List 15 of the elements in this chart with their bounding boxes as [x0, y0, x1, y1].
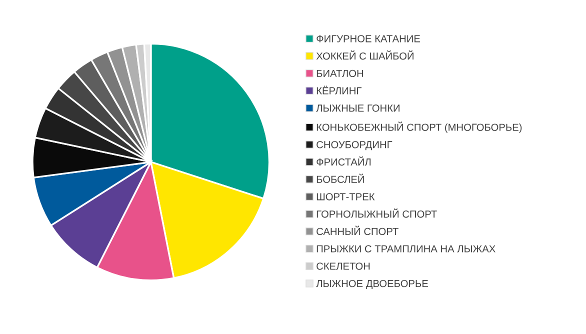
legend-label: КОНЬКОБЕЖНЫЙ СПОРТ (МНОГОБОРЬЕ): [316, 122, 522, 133]
legend-label: СНОУБОРДИНГ: [316, 141, 392, 150]
legend-label: ЛЫЖНЫЕ ГОНКИ: [316, 104, 400, 112]
legend-label: ФРИСТАЙЛ: [316, 156, 371, 166]
legend-label: БОБСЛЕЙ: [316, 174, 364, 183]
legend-label: СКЕЛЕТОН: [316, 262, 370, 270]
legend-label: ГОРНОЛЫЖНЫЙ СПОРТ: [316, 208, 437, 218]
legend-label: ПРЫЖКИ С ТРАМПЛИНА НА ЛЫЖАХ: [316, 245, 496, 252]
legend-label: ХОККЕЙ С ШАЙБОЙ: [316, 50, 414, 60]
legend-label: ЛЫЖНОЕ ДВОЕБОРЬЕ: [316, 280, 428, 290]
legend-label: КЁРЛИНГ: [316, 86, 362, 94]
legend-label: ШОРТ-ТРЕК: [316, 193, 375, 200]
legend-label: ФИГУРНОЕ КАТАНИЕ: [316, 35, 420, 42]
legend-label: БИАТЛОН: [316, 70, 364, 78]
legend-label: САННЫЙ СПОРТ: [316, 226, 398, 236]
